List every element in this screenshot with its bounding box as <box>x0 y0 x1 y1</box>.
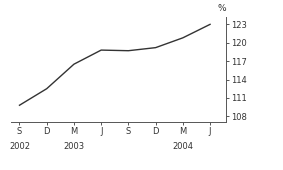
Text: 2002: 2002 <box>9 142 30 151</box>
Text: %: % <box>218 4 226 13</box>
Text: 2004: 2004 <box>172 142 193 151</box>
Text: 2003: 2003 <box>63 142 85 151</box>
